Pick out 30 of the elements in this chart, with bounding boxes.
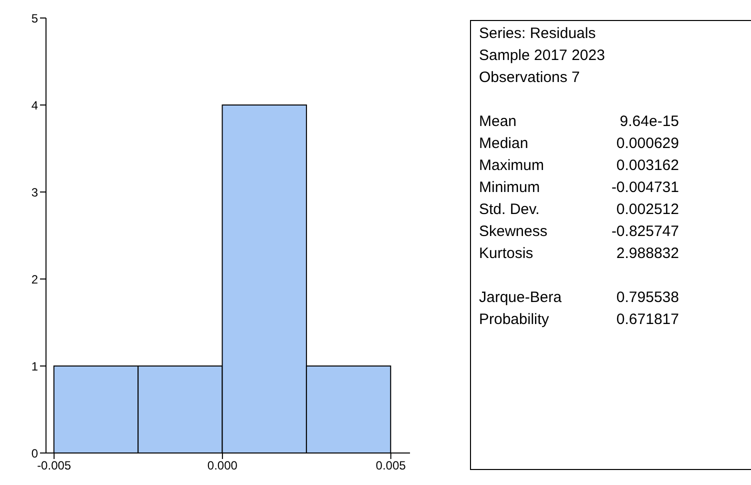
text: 0.002512 xyxy=(616,201,679,218)
text: 9.64e-15 xyxy=(620,113,679,130)
x-tick-label: -0.005 xyxy=(37,458,72,473)
text: 0.795538 xyxy=(616,289,679,306)
category-label: Probability xyxy=(479,310,550,330)
category-label: Maximum xyxy=(479,156,544,176)
text: 0.003162 xyxy=(616,157,679,174)
y-tick-label: 3 xyxy=(31,185,38,200)
category-label: Std. Dev. xyxy=(479,200,540,220)
text: 0.671817 xyxy=(616,311,679,328)
category-label: Median xyxy=(479,134,528,154)
y-tick-label: 2 xyxy=(31,272,38,286)
x-tick-label: 0.000 xyxy=(207,458,238,473)
y-tick-label: 0 xyxy=(31,446,38,460)
category-label: Mean xyxy=(479,112,517,132)
text: Sample 2017 2023 xyxy=(479,46,606,66)
category-label: Jarque-Bera xyxy=(479,288,562,308)
category-label: Minimum xyxy=(479,178,540,198)
x-tick-label: 0.005 xyxy=(376,458,406,473)
category-label: Skewness xyxy=(479,222,548,242)
y-tick-label: 1 xyxy=(31,359,38,374)
text: 2.988832 xyxy=(616,245,679,262)
text: Observations 7 xyxy=(479,68,581,88)
text: Series: Residuals xyxy=(479,24,597,44)
text: -0.825747 xyxy=(611,223,679,240)
text: 0.000629 xyxy=(616,135,679,152)
category-label: Kurtosis xyxy=(479,244,534,264)
text: -0.004731 xyxy=(611,179,679,196)
y-tick-label: 4 xyxy=(31,98,38,112)
y-tick-label: 5 xyxy=(31,11,38,26)
